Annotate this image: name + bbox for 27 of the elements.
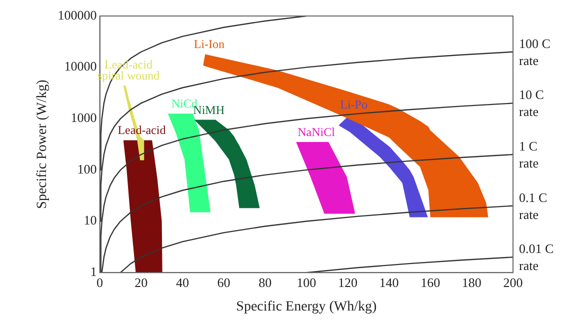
x-tick-label: 40 — [176, 274, 189, 290]
x-tick-label: 200 — [503, 274, 523, 290]
series-label: 100 C rate — [519, 36, 550, 68]
x-tick-label: 60 — [217, 274, 230, 290]
y-axis-title: Specific Power (W/kg) — [35, 79, 50, 209]
x-axis-title: Specific Energy (Wh/kg) — [236, 299, 377, 314]
x-tick-label: 120 — [338, 274, 358, 290]
y-tick-label: 1000 — [70, 110, 97, 126]
y-tick-label: 100000 — [58, 7, 97, 22]
series-label: 1 C rate — [519, 138, 539, 171]
y-tick-label: 1 — [90, 264, 97, 280]
legend-label: Li-Po — [340, 98, 368, 112]
x-tick-label: 140 — [379, 274, 399, 290]
x-tick-label: 100 — [296, 274, 316, 290]
series-label: 10 C rate — [519, 87, 544, 120]
x-tick-label: 180 — [462, 274, 482, 290]
legend-label: Li-Ion — [194, 37, 224, 52]
legend-label: NaNiCl — [298, 125, 336, 140]
series-label: 0.01 C rate — [519, 241, 554, 274]
y-tick-label: 10000 — [64, 58, 97, 74]
y-tick-label: 10 — [84, 212, 97, 228]
x-tick-label: 80 — [258, 274, 272, 290]
x-tick-label: 160 — [420, 274, 440, 290]
y-tick-label: 100 — [77, 161, 97, 176]
x-tick-label: 0 — [96, 274, 104, 290]
series-label: 0.1 C rate — [519, 190, 548, 222]
x-tick-label: 20 — [134, 274, 148, 290]
